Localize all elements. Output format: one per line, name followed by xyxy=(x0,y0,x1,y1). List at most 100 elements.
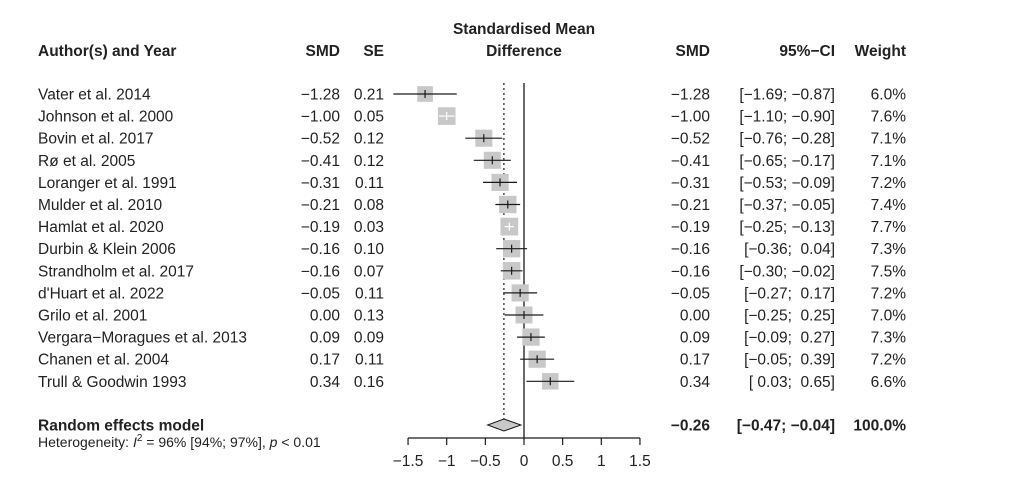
study-se: 0.16 xyxy=(354,374,384,391)
study-se: 0.12 xyxy=(354,153,384,170)
study-row: Rø et al. 2005 −0.41 0.12 −0.41 [−0.65; −0.1… xyxy=(38,151,907,170)
study-name: Bovin et al. 2017 xyxy=(38,131,153,148)
study-name: Durbin & Klein 2006 xyxy=(38,241,176,258)
study-ci: [−0.09; 0.27] xyxy=(744,330,835,347)
x-tick-label: 0.5 xyxy=(552,453,574,470)
x-tick-label: 0 xyxy=(520,453,529,470)
study-ci: [−0.76; −0.28] xyxy=(739,131,835,148)
x-tick-label: −0.5 xyxy=(470,453,501,470)
x-tick-label: −1 xyxy=(438,453,456,470)
study-row: Vergara−Moragues et al. 2013 0.09 0.09 0.09… xyxy=(38,328,907,347)
study-name: Rø et al. 2005 xyxy=(38,153,135,170)
study-ci: [−1.69; −0.87] xyxy=(739,87,835,104)
pooled-smd: −0.26 xyxy=(671,418,711,435)
heterogeneity-p-symbol: p xyxy=(269,434,278,450)
x-tick-label: 1 xyxy=(597,453,606,470)
study-row: Bovin et al. 2017 −0.52 0.12 −0.52 [−0.76; −… xyxy=(38,129,906,148)
study-se: 0.13 xyxy=(354,308,384,325)
study-weight: 6.6% xyxy=(871,374,907,391)
pooled-diamond xyxy=(486,418,523,432)
study-smd: −0.19 xyxy=(301,219,340,236)
study-name: Johnson et al. 2000 xyxy=(38,109,174,126)
heterogeneity-text: Heterogeneity: I2 = 96% [94%; 97%], p < … xyxy=(38,433,321,450)
title-line-1: Standardised Mean xyxy=(453,21,595,38)
study-smd-right: 0.17 xyxy=(680,352,710,369)
study-ci: [−0.27; 0.17] xyxy=(744,285,835,302)
pooled-row: Random effects model −0.26 [−0.47; −0.04] 1… xyxy=(38,418,906,435)
study-smd: −0.52 xyxy=(301,131,340,148)
header-ci: 95%−CI xyxy=(779,43,835,60)
study-se: 0.09 xyxy=(354,330,384,347)
study-smd-right: 0.34 xyxy=(680,374,711,391)
study-ci: [ 0.03; 0.65] xyxy=(749,374,835,391)
study-se: 0.07 xyxy=(354,263,384,280)
study-smd-right: −0.31 xyxy=(671,175,710,192)
heterogeneity-value: = 96% [94%; 97%], xyxy=(142,434,269,450)
study-ci: [−0.05; 0.39] xyxy=(744,352,835,369)
study-row: Hamlat et al. 2020 −0.19 0.03 −0.19 [−0.25; … xyxy=(38,217,906,236)
study-ci: [−0.37; −0.05] xyxy=(739,197,835,214)
study-row: Trull & Goodwin 1993 0.34 0.16 0.34 [ 0.03; … xyxy=(38,373,906,391)
study-smd-right: 0.09 xyxy=(680,330,710,347)
study-smd: −0.21 xyxy=(301,197,340,214)
study-smd: 0.09 xyxy=(310,330,340,347)
study-smd-right: −0.16 xyxy=(671,263,710,280)
header-weight: Weight xyxy=(855,43,906,60)
study-name: Hamlat et al. 2020 xyxy=(38,219,164,236)
study-row: Durbin & Klein 2006 −0.16 0.10 −0.16 [−0.36;… xyxy=(38,240,906,258)
study-ci: [−0.25; 0.25] xyxy=(744,308,835,325)
study-smd-right: −0.16 xyxy=(671,241,710,258)
study-row: d'Huart et al. 2022 −0.05 0.11 −0.05 [−0.27;… xyxy=(38,284,906,302)
study-ci: [−0.53; −0.09] xyxy=(739,175,835,192)
study-se: 0.05 xyxy=(354,109,384,126)
study-ci: [−1.10; −0.90] xyxy=(739,109,835,126)
study-smd-right: −0.05 xyxy=(671,285,710,302)
study-row: Johnson et al. 2000 −1.00 0.05 −1.00 [−1.10;… xyxy=(38,107,907,126)
study-row: Loranger et al. 1991 −0.31 0.11 −0.31 [−0.53… xyxy=(38,173,907,192)
study-smd-right: −0.41 xyxy=(671,153,710,170)
study-smd: −0.16 xyxy=(301,263,340,280)
study-ci: [−0.30; −0.02] xyxy=(739,263,835,280)
study-smd: −0.31 xyxy=(301,175,340,192)
study-weight: 7.6% xyxy=(871,109,907,126)
study-smd-right: −0.19 xyxy=(671,219,710,236)
heterogeneity-stat: I xyxy=(133,434,137,450)
study-weight: 7.1% xyxy=(871,153,907,170)
study-smd-right: −1.00 xyxy=(671,109,711,126)
x-tick-label: −1.5 xyxy=(393,453,424,470)
study-se: 0.11 xyxy=(355,285,384,302)
study-name: Trull & Goodwin 1993 xyxy=(38,374,186,391)
study-name: Grilo et al. 2001 xyxy=(38,308,147,325)
x-tick-label: 1.5 xyxy=(629,453,651,470)
study-weight: 7.3% xyxy=(871,241,907,258)
study-se: 0.10 xyxy=(354,241,385,258)
study-smd: −1.28 xyxy=(301,87,340,104)
study-se: 0.21 xyxy=(354,87,384,104)
study-se: 0.08 xyxy=(354,197,384,214)
study-smd-right: −1.28 xyxy=(671,87,710,104)
study-smd: −0.16 xyxy=(301,241,340,258)
study-weight: 7.0% xyxy=(871,308,907,325)
study-name: d'Huart et al. 2022 xyxy=(38,285,164,302)
study-weight: 7.2% xyxy=(871,175,907,192)
pooled-weight: 100.0% xyxy=(853,418,906,435)
study-smd-right: −0.21 xyxy=(671,197,710,214)
study-row: Mulder et al. 2010 −0.21 0.08 −0.21 [−0.37; … xyxy=(38,195,907,214)
study-weight: 7.2% xyxy=(871,352,907,369)
study-row: Strandholm et al. 2017 −0.16 0.07 −0.16 [−0.… xyxy=(38,262,906,280)
study-weight: 7.3% xyxy=(871,330,907,347)
study-ci: [−0.25; −0.13] xyxy=(739,219,835,236)
study-weight: 7.5% xyxy=(871,263,907,280)
study-name: Loranger et al. 1991 xyxy=(38,175,177,192)
study-name: Mulder et al. 2010 xyxy=(38,197,162,214)
study-smd: −0.41 xyxy=(301,153,340,170)
study-rows: Vater et al. 2014 −1.28 0.21 −1.28 [−1.69; −… xyxy=(38,86,906,391)
title-line-2: Difference xyxy=(486,43,562,60)
study-name: Vater et al. 2014 xyxy=(38,87,151,104)
study-weight: 7.2% xyxy=(871,285,907,302)
x-axis: −1.5 −1 −0.5 0 0.5 1 1.5 xyxy=(393,437,651,470)
study-ci: [−0.36; 0.04] xyxy=(744,241,835,258)
study-weight: 7.4% xyxy=(871,197,907,214)
study-smd: 0.17 xyxy=(310,352,340,369)
